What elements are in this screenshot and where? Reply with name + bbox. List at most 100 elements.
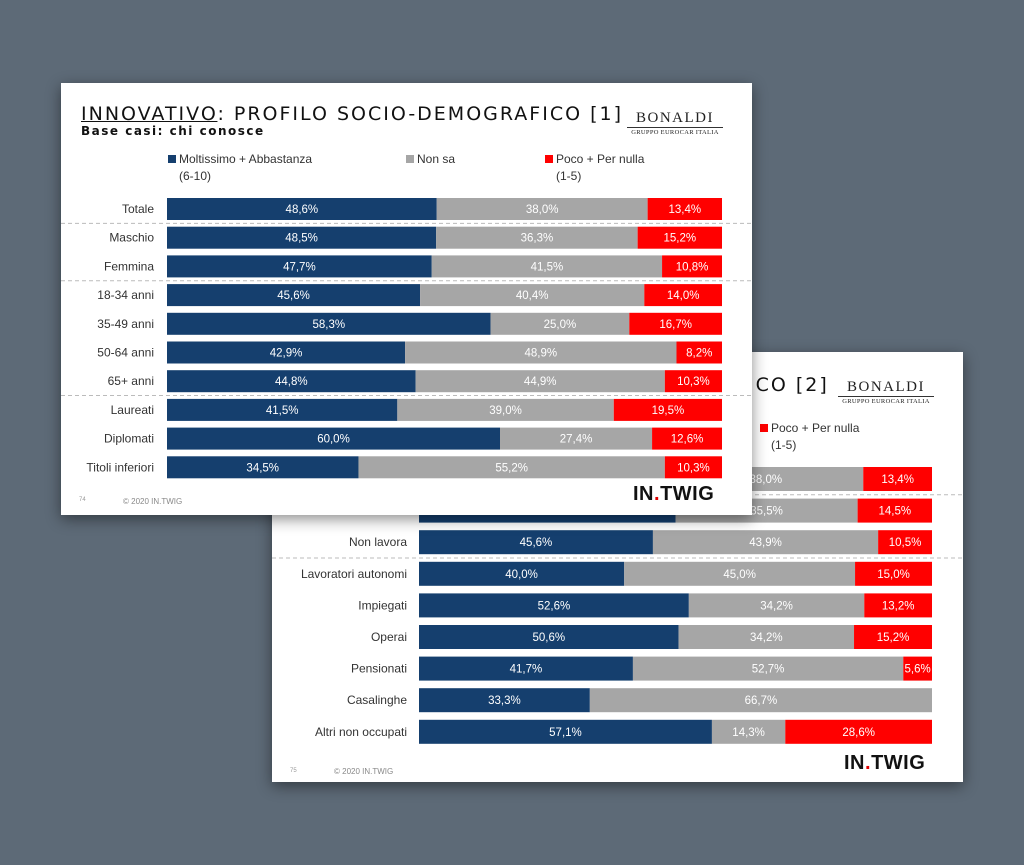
page-number: 74 [79,497,86,503]
data-label: 41,7% [510,664,543,676]
data-label: 58,3% [312,319,345,331]
data-label: 45,0% [723,569,756,581]
data-label: 10,3% [677,376,710,388]
data-label: 33,3% [488,695,521,707]
bar-segment [431,255,663,278]
bar-segment [662,255,722,278]
data-label: 10,5% [889,537,922,549]
bar-segment [678,625,855,649]
bar-segment [358,456,665,479]
legend-swatch-positive [168,155,176,163]
bar-segment [419,688,590,713]
data-label: 35,5% [750,506,783,518]
data-label: 10,8% [676,261,709,273]
data-label: 48,9% [524,348,557,360]
bar-segment [167,312,491,335]
category-label: Pensionati [351,662,407,676]
legend-item-neutral: Non sa [406,151,455,168]
bar-segment [664,370,722,393]
bar-segment [637,226,722,249]
logo-subtitle: GRUPPO EUROCAR ITALIA [842,398,930,405]
bonaldi-logo: BONALDI GRUPPO EUROCAR ITALIA [627,110,723,137]
category-label: 50-64 anni [97,346,154,360]
data-label: 52,6% [538,600,571,612]
data-label: 45,6% [520,537,553,549]
legend-swatch-neutral [406,155,414,163]
bar-segment [652,427,722,450]
chart-1: Totale 48,6% 38,0% 13,4% Maschio 48,5% 36,3% 15… [61,198,752,479]
category-label: Titoli inferiori [86,460,154,474]
logo-subtitle: GRUPPO EUROCAR ITALIA [631,129,719,136]
bar-segment [629,312,722,335]
bar-segment [167,341,406,364]
category-label: Femmina [104,259,154,273]
bar-segment [711,719,786,744]
data-label: 50,6% [532,632,565,644]
data-label: 14,3% [732,727,765,739]
data-label: 55,2% [495,462,528,474]
legend-swatch-negative [760,424,768,432]
bar-segment [647,198,722,220]
bar-segment [420,284,645,307]
bar-segment [167,255,432,278]
data-label: 25,0% [544,319,577,331]
category-label: Laureati [111,403,154,417]
bar-segment [167,398,398,421]
category-label: Altri non occupati [315,725,407,739]
bar-segment [419,656,633,681]
category-label: Operai [371,630,407,644]
category-label: Casalinghe [347,693,407,707]
bar-segment [652,530,879,555]
category-label: Non lavora [349,535,407,549]
data-label: 42,9% [270,348,303,360]
bar-segment [405,341,677,364]
data-label: 13,2% [882,600,915,612]
intwig-logo: IN.TWIG [844,752,926,774]
bar-segment [664,456,722,479]
logo-name: BONALDI [636,110,714,126]
legend-item-negative: Poco + Per nulla (1-5) [545,151,644,185]
category-label: Maschio [109,231,154,245]
data-label: 5,6% [905,664,931,676]
intwig-logo: IN.TWIG [633,483,715,505]
title-rest: : PROFILO SOCIO-DEMOGRAFICO [1] [217,103,624,125]
legend-swatch-negative [545,155,553,163]
bar-segment [167,198,437,220]
bar-segment [167,456,359,479]
bar-segment [415,370,665,393]
data-label: 38,0% [749,474,782,486]
bar-segment [436,226,638,249]
bar-segment [436,198,648,220]
data-label: 57,1% [549,727,582,739]
bar-segment [419,719,712,744]
bar-segment [878,530,932,555]
slide-1: INNOVATIVO: PROFILO SOCIO-DEMOGRAFICO [1… [61,83,752,515]
data-label: 52,7% [752,664,785,676]
bar-segment [864,593,932,618]
data-label: 14,5% [879,506,912,518]
bar-segment [785,719,932,744]
data-label: 41,5% [266,405,299,417]
data-label: 48,5% [285,233,318,245]
data-label: 16,7% [659,319,692,331]
page-number: 75 [290,768,297,774]
category-label: Impiegati [358,598,407,612]
data-label: 66,7% [745,695,778,707]
category-label: Diplomati [104,432,154,446]
data-label: 12,6% [671,434,704,446]
bar-segment [863,467,932,491]
category-label: 35-49 anni [97,317,154,331]
data-label: 34,2% [760,600,793,612]
bar-segment [903,656,932,681]
data-label: 41,5% [531,261,564,273]
bar-segment [419,561,625,586]
logo-name: BONALDI [847,379,925,395]
category-label: 18-34 anni [97,288,154,302]
data-label: 8,2% [686,348,712,360]
data-label: 47,7% [283,261,316,273]
data-label: 13,4% [881,474,914,486]
data-label: 40,0% [505,569,538,581]
category-label: 65+ anni [108,374,154,388]
legend-item-positive: Moltissimo + Abbastanza (6-10) [168,151,312,185]
data-label: 13,4% [669,204,702,216]
